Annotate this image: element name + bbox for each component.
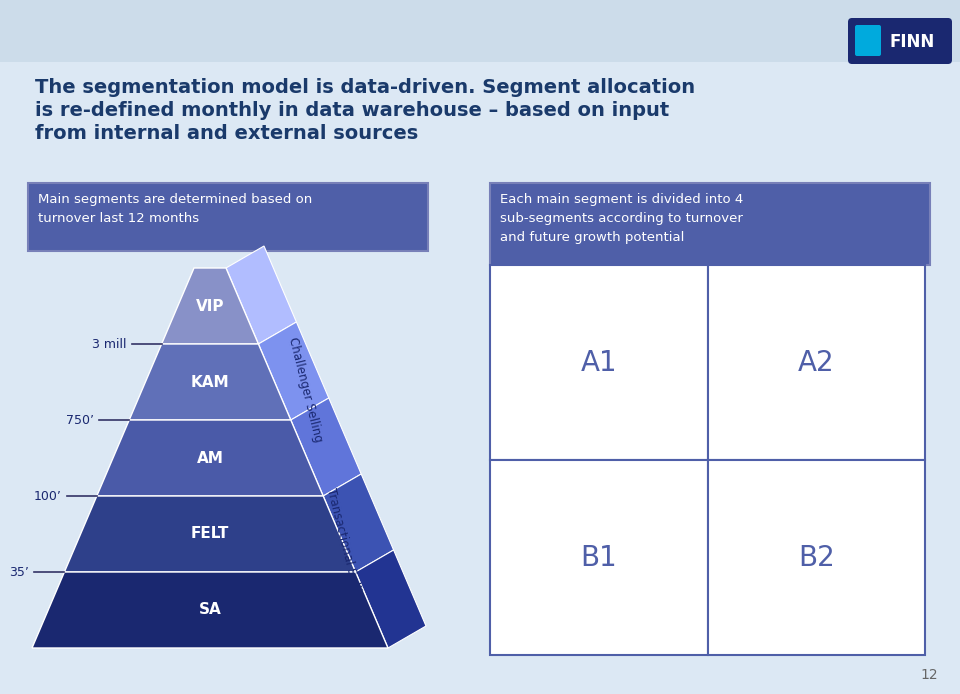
- Polygon shape: [97, 420, 324, 496]
- Text: Transactional Selling: Transactional Selling: [324, 487, 366, 609]
- Text: AM: AM: [197, 450, 224, 466]
- Text: FELT: FELT: [191, 527, 229, 541]
- Text: FINN: FINN: [889, 33, 935, 51]
- Text: Challenger Selling: Challenger Selling: [286, 336, 324, 444]
- Text: 3 mill: 3 mill: [92, 337, 127, 350]
- Text: VIP: VIP: [196, 298, 225, 314]
- FancyBboxPatch shape: [855, 25, 881, 56]
- Text: KAM: KAM: [191, 375, 229, 389]
- Text: SA: SA: [199, 602, 222, 618]
- FancyBboxPatch shape: [0, 0, 960, 62]
- Text: The segmentation model is data-driven. Segment allocation: The segmentation model is data-driven. S…: [35, 78, 695, 97]
- Text: 100’: 100’: [34, 489, 61, 502]
- Text: Each main segment is divided into 4
sub-segments according to turnover
and futur: Each main segment is divided into 4 sub-…: [500, 193, 743, 244]
- Polygon shape: [226, 246, 297, 344]
- Text: 12: 12: [921, 668, 938, 682]
- FancyBboxPatch shape: [708, 460, 925, 655]
- Text: B2: B2: [798, 543, 834, 571]
- Text: B1: B1: [581, 543, 617, 571]
- FancyBboxPatch shape: [490, 460, 708, 655]
- Text: 35’: 35’: [10, 566, 30, 579]
- Text: from internal and external sources: from internal and external sources: [35, 124, 419, 143]
- Polygon shape: [130, 344, 291, 420]
- FancyBboxPatch shape: [490, 265, 708, 460]
- Polygon shape: [355, 550, 426, 648]
- Polygon shape: [324, 474, 394, 572]
- FancyBboxPatch shape: [848, 18, 952, 64]
- FancyBboxPatch shape: [708, 265, 925, 460]
- FancyBboxPatch shape: [28, 183, 428, 251]
- Polygon shape: [258, 322, 328, 420]
- Polygon shape: [32, 572, 388, 648]
- Text: A1: A1: [581, 348, 617, 377]
- Text: is re-defined monthly in data warehouse – based on input: is re-defined monthly in data warehouse …: [35, 101, 669, 120]
- FancyBboxPatch shape: [490, 183, 930, 265]
- Polygon shape: [64, 496, 355, 572]
- Text: Main segments are determined based on
turnover last 12 months: Main segments are determined based on tu…: [38, 193, 312, 225]
- Polygon shape: [291, 398, 361, 496]
- Polygon shape: [161, 268, 258, 344]
- Text: 750’: 750’: [66, 414, 94, 427]
- Text: A2: A2: [798, 348, 834, 377]
